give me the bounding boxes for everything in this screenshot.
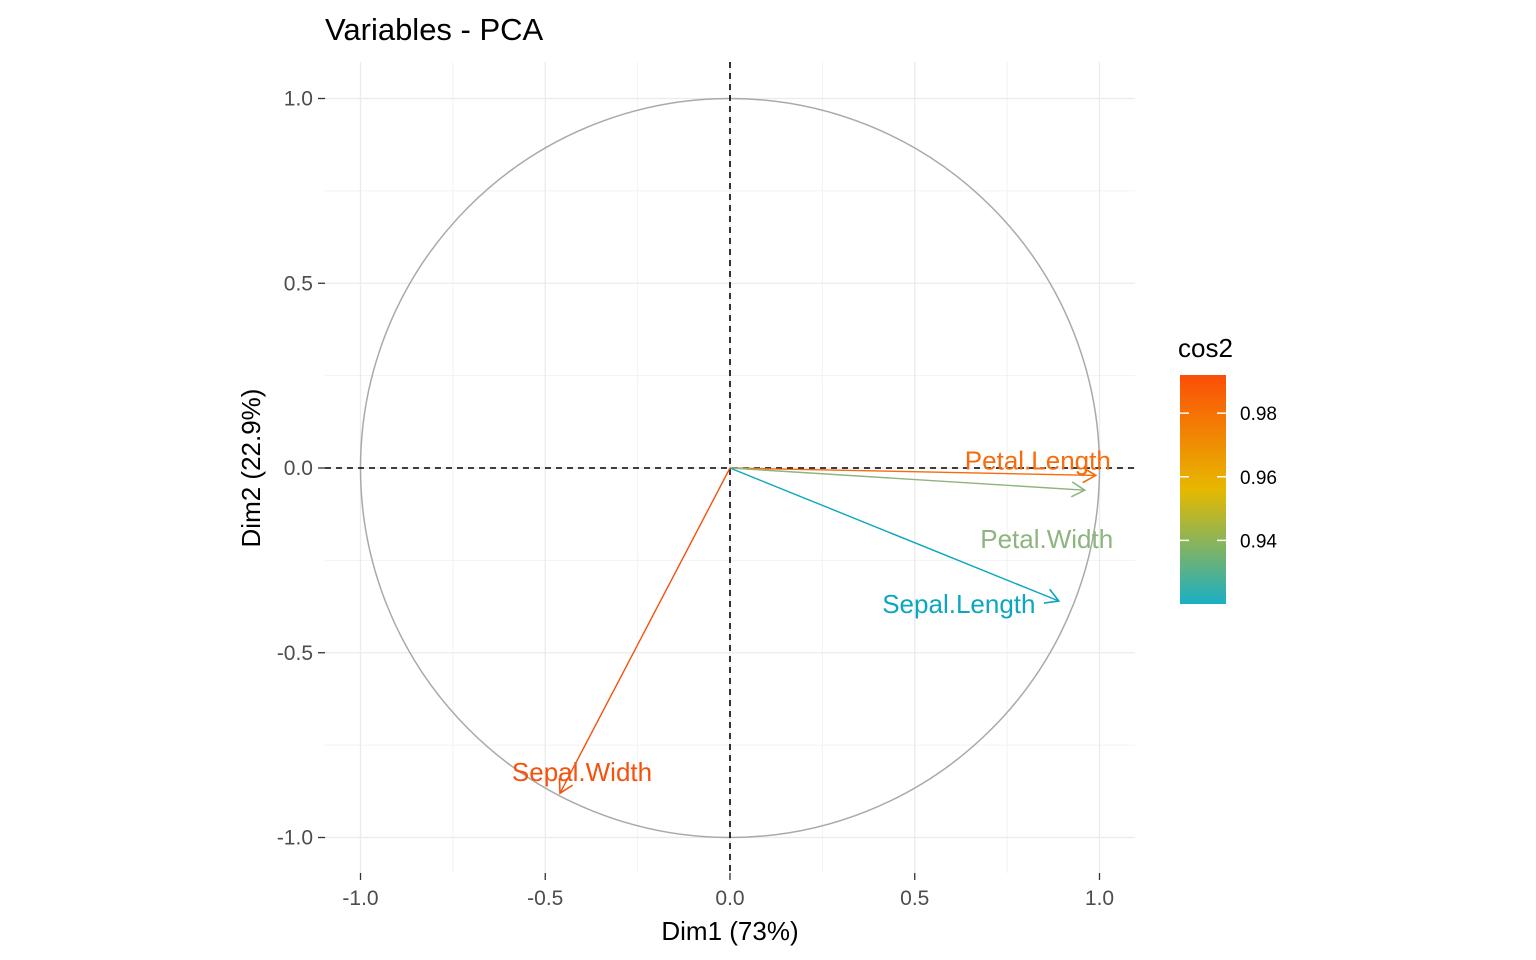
legend-colorbar: [1180, 375, 1226, 604]
x-tick-label: 0.5: [900, 887, 929, 910]
x-tick-label: 1.0: [1085, 887, 1114, 910]
label-sepal-length: Sepal.Length: [882, 589, 1035, 619]
x-tick-label: 0.0: [715, 887, 744, 910]
arrowhead-petal-width: [1070, 481, 1087, 498]
arrow-petal-length: [729, 467, 1096, 477]
x-axis-label: Dim1 (73%): [661, 916, 798, 946]
label-sepal-width: Sepal.Width: [512, 757, 652, 787]
arrowhead-sepal-length: [1043, 588, 1061, 604]
label-petal-width: Petal.Width: [980, 524, 1113, 554]
y-axis-ticks: -1.0 -0.5 0.0 0.5 1.0: [277, 88, 325, 850]
legend-tick-label: 0.98: [1240, 404, 1277, 425]
variable-arrows: [558, 466, 1098, 795]
arrowhead-sepal-width: [558, 778, 574, 795]
arrow-petal-width: [729, 467, 1085, 491]
legend-tick-label: 0.94: [1240, 531, 1277, 552]
y-tick-label: -0.5: [277, 642, 313, 665]
y-axis-label: Dim2 (22.9%): [236, 389, 266, 548]
x-axis-ticks: -1.0 -0.5 0.0 0.5 1.0: [342, 873, 1114, 910]
label-petal-length: Petal.Length: [965, 445, 1111, 475]
color-legend: cos2 0.94 0.96 0.98: [1178, 333, 1277, 604]
variable-labels: Petal.Length Petal.Width Sepal.Length Sepal…: [512, 445, 1113, 787]
y-tick-label: 0.5: [284, 272, 313, 295]
x-tick-label: -1.0: [342, 887, 378, 910]
legend-ticks: 0.94 0.96 0.98: [1180, 404, 1277, 552]
legend-title: cos2: [1178, 333, 1233, 363]
y-tick-label: 0.0: [284, 457, 313, 480]
chart-title: Variables - PCA: [325, 12, 544, 47]
y-tick-label: 1.0: [284, 88, 313, 111]
arrowhead-petal-length: [1082, 466, 1098, 484]
x-tick-label: -0.5: [527, 887, 563, 910]
legend-tick-label: 0.96: [1240, 468, 1277, 489]
arrow-sepal-width: [559, 467, 731, 794]
y-tick-label: -1.0: [277, 827, 313, 850]
arrow-sepal-length: [729, 467, 1060, 602]
